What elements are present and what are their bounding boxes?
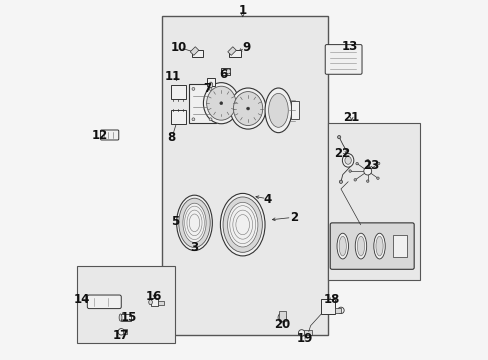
Text: 17: 17 [113, 329, 129, 342]
Text: 8: 8 [167, 131, 175, 144]
Bar [229, 50, 240, 58]
Ellipse shape [339, 236, 346, 256]
Ellipse shape [377, 162, 380, 164]
Text: 4: 4 [263, 193, 271, 206]
Ellipse shape [363, 167, 371, 175]
Text: 23: 23 [363, 159, 379, 172]
Ellipse shape [209, 118, 212, 121]
Bar [170, 85, 185, 99]
Ellipse shape [278, 313, 285, 322]
Bar [392, 235, 406, 257]
Bar [123, 329, 127, 334]
Ellipse shape [298, 330, 304, 336]
Bar [191, 50, 203, 58]
Ellipse shape [179, 198, 210, 248]
Text: 20: 20 [273, 318, 289, 331]
Ellipse shape [230, 88, 265, 129]
Bar [334, 308, 341, 312]
Ellipse shape [354, 161, 356, 164]
Ellipse shape [337, 135, 340, 139]
Bar [321, 299, 334, 314]
Ellipse shape [176, 195, 212, 251]
Ellipse shape [148, 300, 152, 305]
Text: 19: 19 [296, 333, 313, 346]
Text: 14: 14 [74, 293, 90, 306]
Text: 2: 2 [290, 211, 298, 224]
Ellipse shape [209, 82, 212, 88]
Bar [162, 16, 328, 336]
Ellipse shape [220, 102, 222, 105]
Bar [158, 301, 163, 305]
Ellipse shape [209, 87, 212, 90]
Text: 12: 12 [92, 129, 108, 142]
Bar [77, 266, 175, 342]
Ellipse shape [344, 157, 350, 164]
Text: 5: 5 [170, 215, 179, 228]
Bar [227, 47, 236, 55]
Text: 10: 10 [170, 41, 186, 54]
Ellipse shape [119, 314, 122, 321]
Ellipse shape [203, 83, 239, 124]
Ellipse shape [339, 180, 342, 183]
Ellipse shape [183, 203, 205, 243]
Ellipse shape [366, 159, 368, 162]
Ellipse shape [226, 69, 230, 74]
Ellipse shape [355, 177, 357, 180]
Text: 18: 18 [323, 293, 340, 306]
Ellipse shape [336, 233, 348, 259]
Bar [290, 102, 298, 119]
Text: 22: 22 [334, 147, 350, 160]
Ellipse shape [357, 236, 364, 256]
Ellipse shape [118, 329, 124, 335]
Text: 3: 3 [190, 241, 198, 255]
Text: 11: 11 [164, 70, 181, 83]
Ellipse shape [192, 87, 194, 90]
Bar [150, 298, 158, 306]
Bar [206, 78, 214, 86]
Ellipse shape [354, 233, 366, 259]
Ellipse shape [337, 307, 344, 314]
Text: 7: 7 [203, 82, 211, 95]
Text: 13: 13 [341, 40, 357, 53]
Text: 15: 15 [120, 311, 136, 324]
Ellipse shape [366, 182, 368, 185]
Ellipse shape [223, 197, 262, 252]
Ellipse shape [206, 86, 235, 120]
FancyBboxPatch shape [87, 295, 121, 309]
Text: 16: 16 [145, 289, 161, 303]
Ellipse shape [246, 107, 249, 110]
Text: 6: 6 [219, 68, 227, 81]
Bar [328, 123, 419, 280]
Ellipse shape [375, 236, 382, 256]
Ellipse shape [350, 170, 352, 172]
Bar [221, 68, 230, 75]
Text: 21: 21 [343, 111, 359, 124]
Text: 1: 1 [238, 4, 246, 17]
Ellipse shape [373, 233, 385, 259]
Ellipse shape [227, 202, 257, 247]
Ellipse shape [220, 193, 264, 256]
FancyBboxPatch shape [329, 223, 413, 269]
Text: 9: 9 [242, 41, 250, 54]
FancyBboxPatch shape [101, 130, 119, 140]
Ellipse shape [268, 93, 287, 127]
Ellipse shape [192, 118, 194, 121]
Bar [303, 330, 311, 335]
Ellipse shape [233, 91, 262, 126]
Bar [279, 311, 285, 321]
Ellipse shape [377, 178, 380, 180]
Bar [190, 47, 199, 55]
Bar [189, 84, 216, 123]
FancyBboxPatch shape [325, 45, 361, 74]
Ellipse shape [342, 154, 353, 167]
Bar [170, 111, 185, 124]
Ellipse shape [264, 88, 291, 133]
Bar [121, 314, 130, 321]
